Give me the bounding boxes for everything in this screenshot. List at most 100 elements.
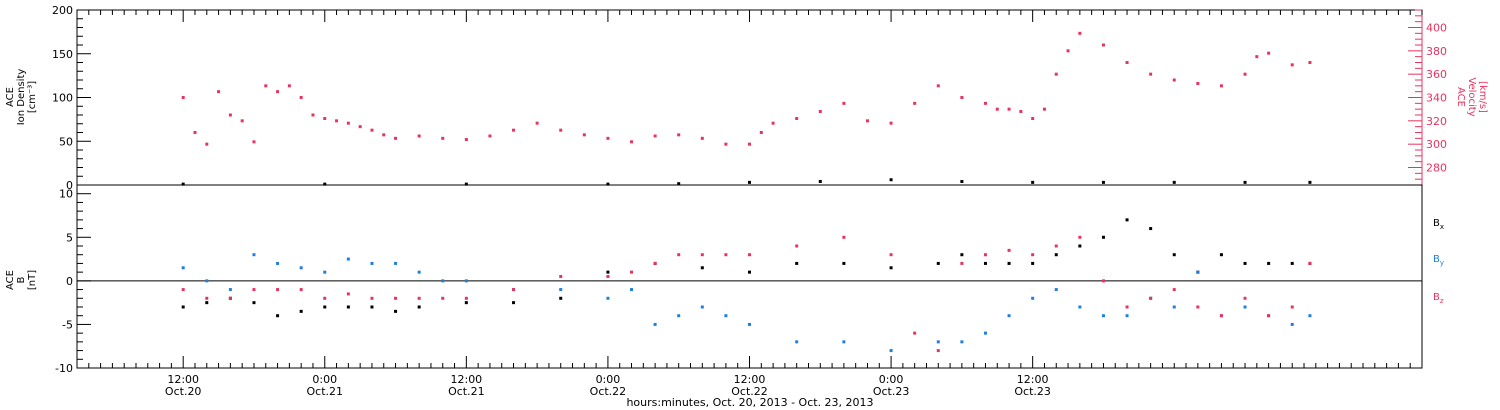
bx-point (323, 305, 327, 309)
bx-point (276, 314, 280, 318)
field-legend: Bx By Bz (1433, 218, 1444, 305)
bz-point (983, 253, 987, 257)
velocity-point (913, 101, 917, 105)
bz-point (559, 275, 563, 278)
density-axis-tick-label: 100 (52, 92, 73, 105)
by-point (1031, 296, 1035, 300)
by-point (1290, 322, 1294, 326)
velocity-point (346, 121, 350, 125)
bz-point (1101, 279, 1105, 283)
bx-point (606, 270, 610, 274)
ion-density-point (677, 182, 681, 186)
velocity-point (252, 140, 256, 144)
by-point (228, 288, 232, 292)
bx-point (1007, 261, 1011, 265)
field-axis-tick-label: 0 (66, 275, 73, 288)
by-point (181, 266, 185, 270)
bx-point (205, 301, 209, 305)
by-point (1196, 270, 1200, 274)
by-point (960, 340, 964, 344)
velocity-point (311, 113, 315, 117)
bz-point (276, 288, 280, 292)
bz-point (1243, 296, 1247, 300)
by-point (748, 322, 751, 326)
bz-point (1219, 314, 1223, 318)
bx-point (748, 270, 751, 274)
velocity-point (335, 119, 339, 123)
by-point (983, 331, 987, 335)
bx-point (1031, 261, 1035, 265)
density-axis-tick-label: 200 (52, 4, 73, 17)
bz-point (441, 296, 445, 300)
ion-density-point (323, 182, 327, 186)
velocity-point (217, 90, 221, 94)
bz-point (1290, 305, 1294, 309)
bz-point (724, 253, 728, 257)
bz-point (512, 288, 516, 292)
velocity-point (1290, 63, 1294, 67)
by-point (606, 296, 610, 300)
bz-point (1267, 314, 1271, 318)
top-panel-points (181, 31, 1312, 186)
time-axis-tick-date: Oct.22 (590, 385, 627, 398)
bz-point (842, 235, 846, 239)
velocity-point (181, 96, 185, 99)
velocity-point (865, 119, 869, 123)
bx-point (1219, 253, 1223, 257)
bz-point (252, 288, 256, 292)
by-point (1054, 288, 1058, 292)
velocity-point (1219, 84, 1223, 88)
time-axis-tick-time: 12:00 (450, 373, 482, 386)
by-point (394, 261, 398, 265)
velocity-point (382, 133, 386, 137)
bz-point (677, 253, 681, 257)
ion-density-point (1031, 180, 1035, 184)
ion-density-point (1243, 180, 1247, 184)
density-axis-label-line2: Ion Density (16, 69, 27, 126)
velocity-point (1101, 43, 1105, 47)
velocity-axis-ticks: 280 300 320 340 360 380 400 (1408, 9, 1447, 186)
bx-point (983, 261, 987, 265)
velocity-point (1172, 78, 1176, 82)
velocity-point (193, 131, 197, 134)
velocity-point (488, 134, 492, 138)
ion-density-point (748, 180, 751, 184)
bz-point (464, 296, 468, 300)
bx-point (960, 253, 964, 257)
velocity-axis-label-line2: Velocity (1466, 77, 1477, 116)
bz-point (913, 331, 917, 335)
legend-entry-bx: Bx (1433, 218, 1444, 231)
velocity-point (1149, 72, 1153, 76)
velocity-point (358, 125, 362, 129)
by-point (417, 270, 421, 274)
bx-point (559, 296, 563, 300)
velocity-point (1267, 51, 1271, 55)
bz-point (960, 261, 964, 265)
by-point (252, 253, 256, 257)
velocity-point (630, 140, 634, 144)
time-axis-tick-time: 0:00 (596, 373, 621, 386)
by-point (1125, 314, 1129, 318)
density-velocity-panel: 0 50 100 150 200 280 300 320 340 360 380 400 ACE I… (5, 4, 1488, 192)
velocity-point (205, 142, 209, 146)
velocity-point (995, 107, 999, 111)
velocity-axis-label-line3: [km/s] (1477, 81, 1488, 113)
by-point (441, 279, 445, 283)
bz-point (936, 349, 940, 353)
bz-point (181, 288, 185, 292)
bz-point (417, 296, 421, 300)
velocity-point (771, 121, 775, 125)
by-point (1078, 305, 1082, 309)
bx-point (299, 309, 303, 313)
bx-point (181, 305, 185, 309)
by-point (630, 288, 634, 292)
field-axis-label-line3: [nT] (27, 270, 38, 290)
by-point (1101, 314, 1105, 318)
time-axis-tick-date: Oct.21 (448, 385, 485, 398)
time-axis-tick-time: 12:00 (1017, 373, 1049, 386)
velocity-point (795, 117, 799, 120)
by-point (889, 349, 893, 353)
bx-point (394, 309, 398, 313)
velocity-point (323, 117, 327, 120)
time-axis-tick-time: 0:00 (879, 373, 904, 386)
